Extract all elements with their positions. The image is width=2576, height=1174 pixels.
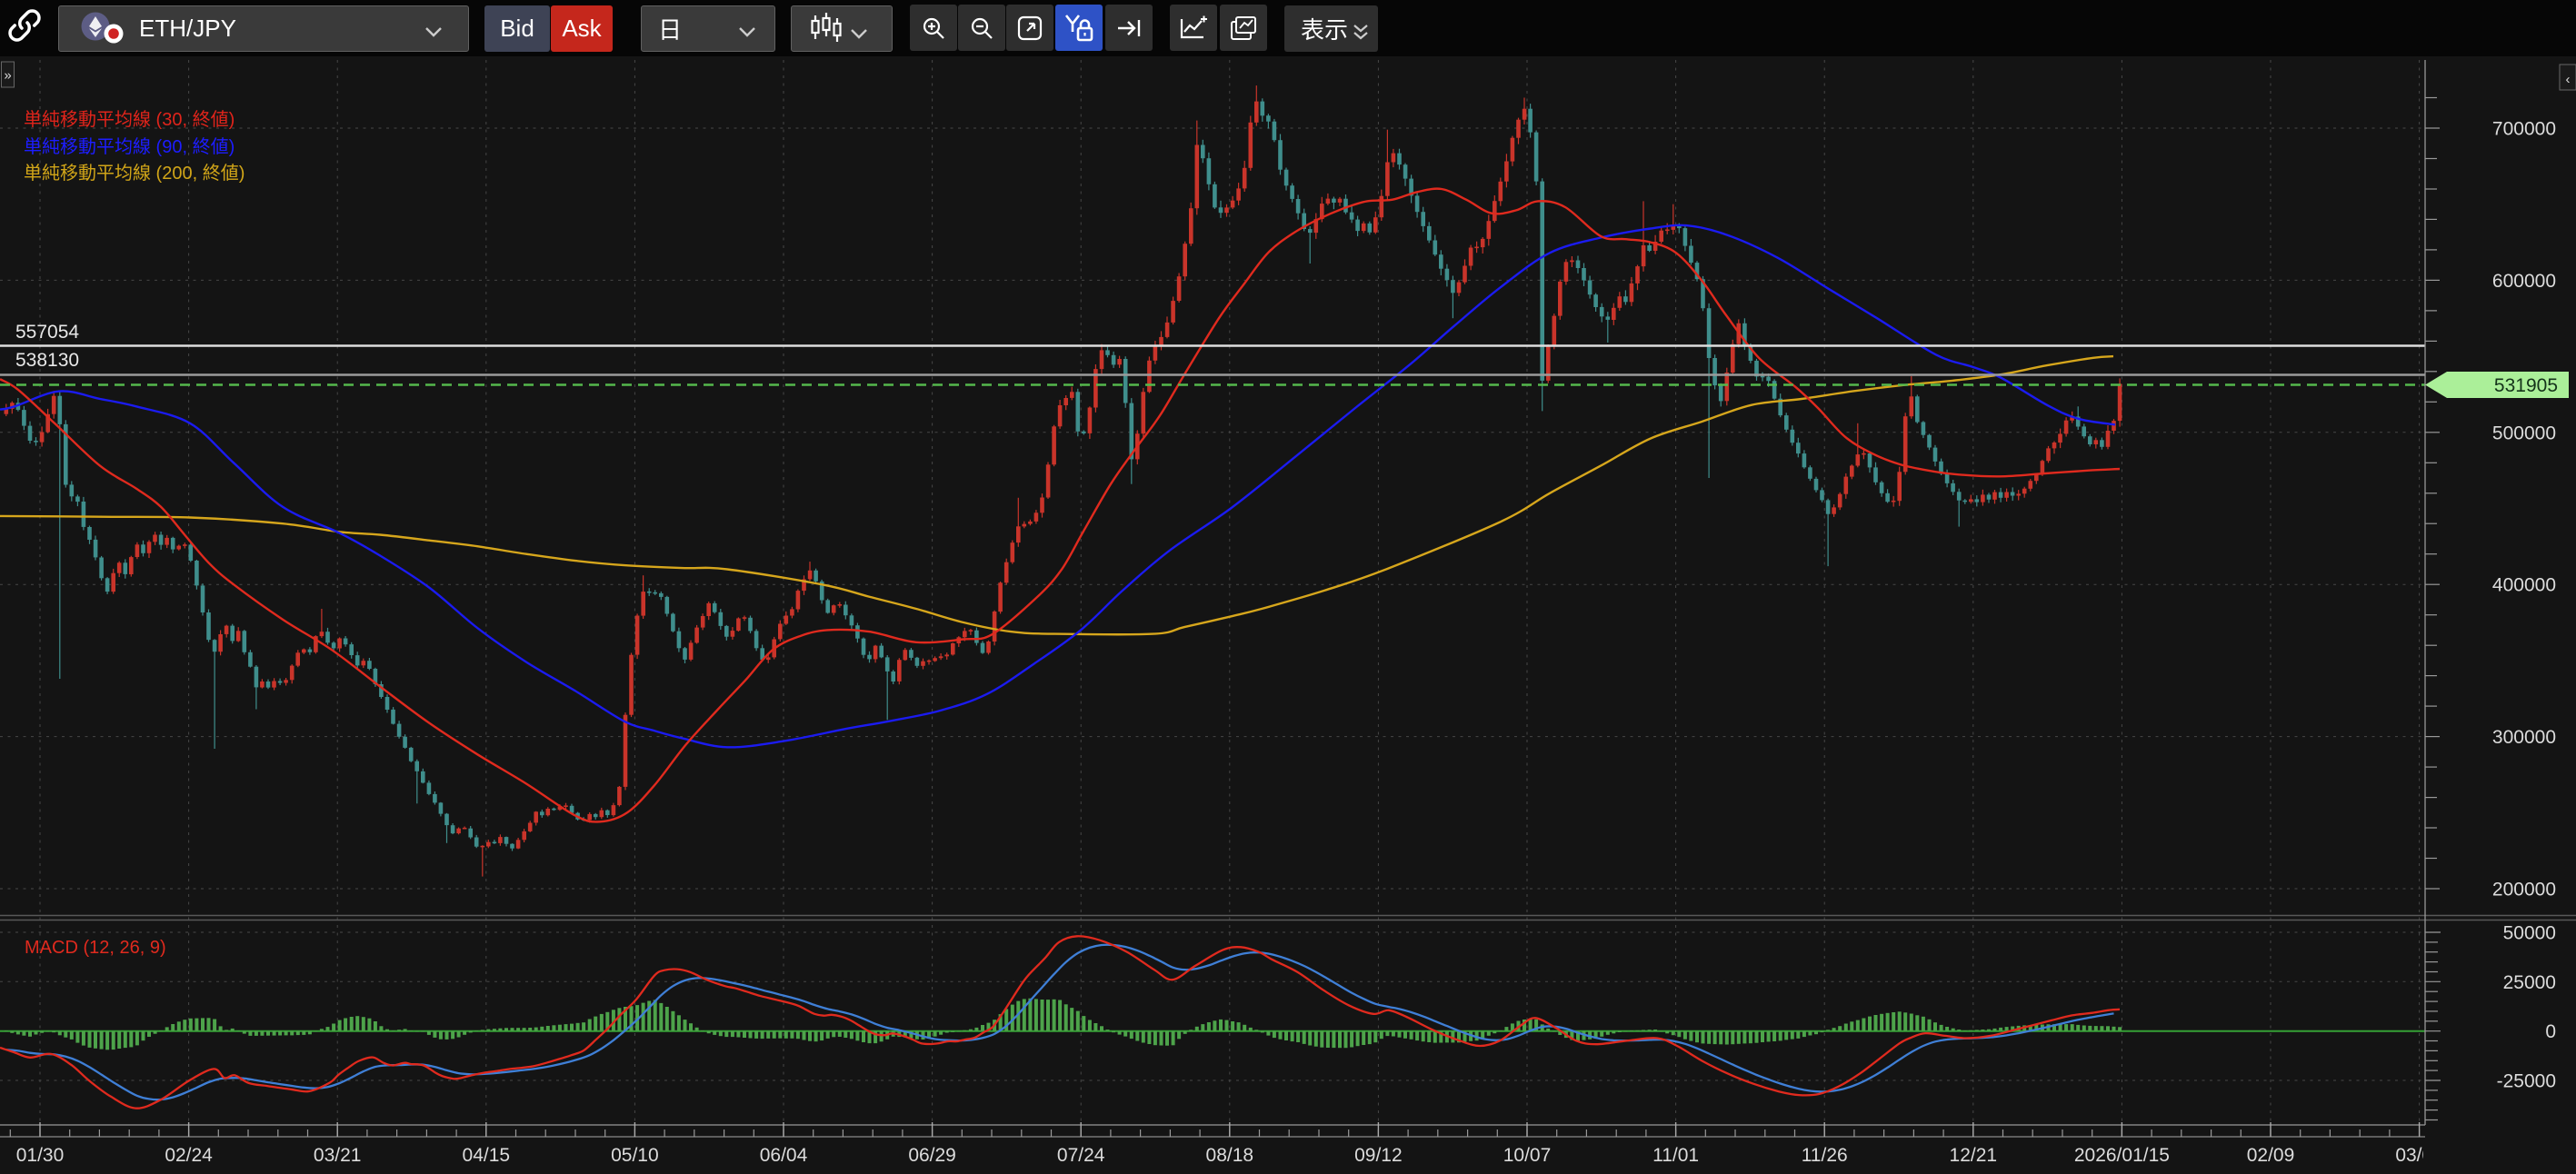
svg-text:10/07: 10/07 <box>1503 1145 1552 1166</box>
svg-text:‹: ‹ <box>2566 72 2571 87</box>
svg-text:400000: 400000 <box>2492 575 2556 596</box>
svg-text:557054: 557054 <box>15 322 79 343</box>
svg-text:05/10: 05/10 <box>611 1145 659 1166</box>
svg-text:600000: 600000 <box>2492 271 2556 292</box>
svg-text:03/21: 03/21 <box>314 1145 362 1166</box>
svg-text:02/09: 02/09 <box>2247 1145 2295 1166</box>
svg-text:単純移動平均線 (200, 終値): 単純移動平均線 (200, 終値) <box>24 163 245 184</box>
svg-text:25000: 25000 <box>2503 972 2556 993</box>
svg-text:09/12: 09/12 <box>1354 1145 1403 1166</box>
svg-text:06/04: 06/04 <box>760 1145 808 1166</box>
svg-text:06/29: 06/29 <box>908 1145 956 1166</box>
svg-text:04/15: 04/15 <box>463 1145 511 1166</box>
svg-text:単純移動平均線 (90, 終値): 単純移動平均線 (90, 終値) <box>24 136 235 157</box>
svg-text:11/01: 11/01 <box>1652 1145 1699 1166</box>
svg-text:03/06: 03/06 <box>2395 1145 2443 1166</box>
svg-text:11/26: 11/26 <box>1802 1145 1848 1166</box>
svg-text:538130: 538130 <box>15 350 79 371</box>
svg-text:07/24: 07/24 <box>1057 1145 1105 1166</box>
svg-text:50000: 50000 <box>2503 923 2556 944</box>
svg-text:2026/01/15: 2026/01/15 <box>2074 1145 2170 1166</box>
svg-text:08/18: 08/18 <box>1206 1145 1254 1166</box>
svg-text:02/24: 02/24 <box>165 1145 213 1166</box>
svg-text:200000: 200000 <box>2492 880 2556 900</box>
svg-text:12/21: 12/21 <box>1950 1145 1998 1166</box>
svg-text:-25000: -25000 <box>2497 1071 2556 1092</box>
svg-text:0: 0 <box>2545 1021 2556 1042</box>
svg-text:700000: 700000 <box>2492 119 2556 140</box>
svg-text:単純移動平均線 (30, 終値): 単純移動平均線 (30, 終値) <box>24 109 235 130</box>
svg-text:»: » <box>4 68 11 84</box>
svg-text:500000: 500000 <box>2492 423 2556 443</box>
svg-text:01/30: 01/30 <box>16 1145 65 1166</box>
svg-text:531905: 531905 <box>2494 375 2558 396</box>
svg-text:300000: 300000 <box>2492 727 2556 748</box>
svg-text:MACD (12, 26, 9): MACD (12, 26, 9) <box>25 938 166 958</box>
